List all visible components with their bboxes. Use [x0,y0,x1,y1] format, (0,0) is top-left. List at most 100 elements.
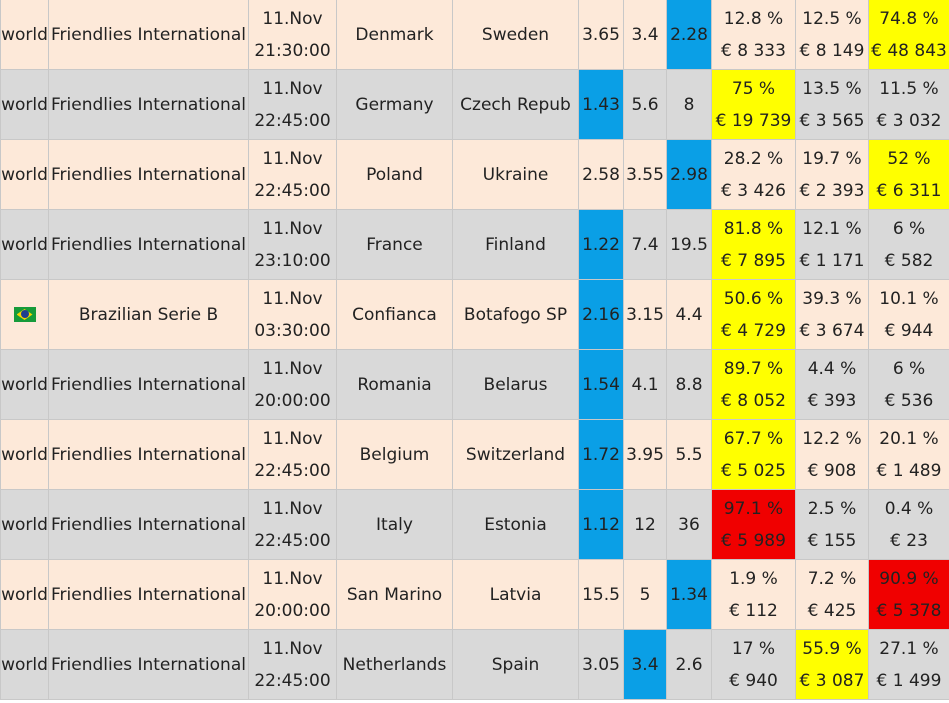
kickoff-cell: 11.Nov 23:10:00 [248,209,337,280]
volume-cell: 0.4 % € 23 [868,489,949,560]
volume-amount: € 2 393 [799,180,865,201]
odds-cell: 2.16 [578,279,624,350]
odds-cell: 4.4 [666,279,712,350]
away-team-cell: Belarus [452,349,579,420]
volume-amount: € 1 171 [799,250,865,271]
kickoff-date: 11.Nov [262,148,323,169]
odds-cell: 1.22 [578,209,624,280]
table-row[interactable]: world Friendlies International 11.Nov 20:00… [0,349,949,420]
volume-amount: € 536 [884,390,934,411]
volume-amount: € 3 565 [799,110,865,131]
volume-amount: € 4 729 [721,320,786,341]
region-cell: world [0,559,49,630]
volume-cell: 12.8 % € 8 333 [711,0,796,70]
volume-amount: € 8 149 [799,40,865,61]
kickoff-time: 22:45:00 [254,460,331,481]
volume-amount: € 19 739 [715,110,792,131]
table-row[interactable]: world Friendlies International 11.Nov 22:45… [0,489,949,560]
odds-cell: 15.5 [578,559,624,630]
odds-cell: 1.34 [666,559,712,630]
odds-cell: 5.6 [623,69,667,140]
odds-cell: 3.95 [623,419,667,490]
kickoff-time: 23:10:00 [254,250,331,271]
volume-cell: 39.3 % € 3 674 [795,279,869,350]
volume-cell: 52 % € 6 311 [868,139,949,210]
kickoff-date: 11.Nov [262,288,323,309]
volume-cell: 4.4 % € 393 [795,349,869,420]
volume-percent: 17 % [731,638,776,659]
kickoff-cell: 11.Nov 03:30:00 [248,279,337,350]
volume-cell: 6 % € 582 [868,209,949,280]
volume-amount: € 3 032 [876,110,942,131]
table-row[interactable]: world Friendlies International 11.Nov 22:45… [0,629,949,700]
odds-cell: 2.6 [666,629,712,700]
region-cell: world [0,629,49,700]
volume-percent: 19.7 % [802,148,862,169]
odds-cell: 36 [666,489,712,560]
volume-amount: € 944 [884,320,934,341]
volume-percent: 89.7 % [723,358,784,379]
volume-percent: 13.5 % [802,78,862,99]
odds-cell: 7.4 [623,209,667,280]
kickoff-time: 20:00:00 [254,390,331,411]
odds-cell: 1.12 [578,489,624,560]
home-team-cell: Poland [336,139,453,210]
away-team-cell: Finland [452,209,579,280]
volume-percent: 27.1 % [879,638,939,659]
table-row[interactable]: world Friendlies International 11.Nov 23:10… [0,209,949,280]
odds-cell: 3.4 [623,629,667,700]
table-row[interactable]: world Friendlies International 11.Nov 22:45… [0,69,949,140]
league-cell: Friendlies International [48,209,249,280]
away-team-cell: Switzerland [452,419,579,490]
league-cell: Friendlies International [48,559,249,630]
kickoff-cell: 11.Nov 22:45:00 [248,489,337,560]
volume-percent: 6 % [892,358,926,379]
kickoff-cell: 11.Nov 22:45:00 [248,419,337,490]
odds-cell: 3.55 [623,139,667,210]
kickoff-date: 11.Nov [262,498,323,519]
volume-percent: 90.9 % [879,568,939,589]
table-row[interactable]: world Friendlies International 11.Nov 21:30… [0,0,949,70]
volume-percent: 97.1 % [723,498,784,519]
league-cell: Friendlies International [48,69,249,140]
kickoff-time: 22:45:00 [254,670,331,691]
odds-cell: 1.43 [578,69,624,140]
table-row[interactable]: world Friendlies International 11.Nov 22:45… [0,139,949,210]
table-row[interactable]: world Friendlies International 11.Nov 22:45… [0,419,949,490]
volume-amount: € 393 [807,390,857,411]
home-team-cell: Confianca [336,279,453,350]
kickoff-cell: 11.Nov 22:45:00 [248,629,337,700]
volume-percent: 52 % [887,148,931,169]
volume-percent: 50.6 % [723,288,784,309]
volume-amount: € 5 025 [721,460,786,481]
home-team-cell: Romania [336,349,453,420]
volume-amount: € 155 [807,530,857,551]
away-team-cell: Ukraine [452,139,579,210]
region-cell [0,279,49,350]
table-row[interactable]: Brazilian Serie B 11.Nov 03:30:00 Confianca… [0,279,949,350]
region-cell: world [0,139,49,210]
volume-amount: € 5 378 [876,600,942,621]
volume-percent: 4.4 % [807,358,857,379]
volume-amount: € 582 [884,250,934,271]
volume-amount: € 3 426 [721,180,786,201]
region-cell: world [0,489,49,560]
home-team-cell: Denmark [336,0,453,70]
away-team-cell: Latvia [452,559,579,630]
league-cell: Friendlies International [48,139,249,210]
volume-percent: 6 % [892,218,926,239]
table-row[interactable]: world Friendlies International 11.Nov 20:00… [0,559,949,630]
brazil-flag-icon [13,307,36,322]
volume-amount: € 940 [729,670,778,691]
home-team-cell: Italy [336,489,453,560]
volume-amount: € 3 674 [799,320,865,341]
home-team-cell: San Marino [336,559,453,630]
volume-cell: 10.1 % € 944 [868,279,949,350]
kickoff-date: 11.Nov [262,8,323,29]
volume-percent: 81.8 % [723,218,784,239]
volume-cell: 19.7 % € 2 393 [795,139,869,210]
volume-percent: 20.1 % [879,428,939,449]
volume-amount: € 1 489 [876,460,942,481]
volume-percent: 1.9 % [729,568,778,589]
